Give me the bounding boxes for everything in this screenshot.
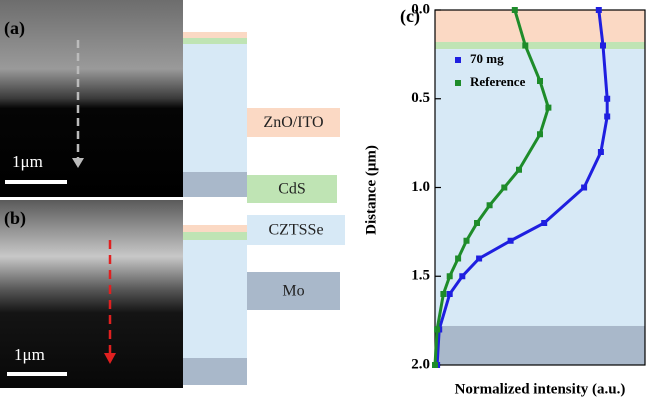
point [516, 166, 522, 173]
point [432, 362, 438, 368]
point [604, 113, 611, 120]
stack-layer [183, 32, 247, 38]
band-key [247, 108, 340, 137]
point [455, 255, 462, 262]
point [545, 104, 552, 111]
legend-marker [455, 80, 461, 86]
band [435, 49, 645, 326]
point [522, 42, 529, 49]
point [446, 291, 453, 297]
band [435, 325, 645, 365]
point [537, 78, 543, 84]
band [435, 10, 645, 42]
legend-marker [455, 57, 461, 63]
point [604, 95, 611, 102]
point [446, 273, 453, 280]
y-tick-label: 0.5 [411, 90, 430, 106]
point [600, 42, 606, 49]
band-key [247, 272, 340, 310]
x-axis-label: Normalized intensity (a.u.) [455, 381, 626, 397]
point [507, 237, 514, 244]
stack-layer [183, 232, 247, 240]
band-key [247, 175, 337, 203]
stack-layer [183, 38, 247, 44]
scale-text: 1μm [12, 152, 43, 171]
stack-layer [183, 358, 247, 385]
point [459, 273, 466, 280]
y-axis-label: Distance (μm) [363, 145, 379, 235]
stack-layer [183, 172, 247, 197]
point [595, 7, 602, 13]
y-tick-label: 1.0 [411, 179, 430, 195]
stack-layer [183, 240, 247, 358]
point [434, 326, 441, 333]
arrow-head [72, 158, 84, 168]
point [541, 220, 548, 226]
band-label: CdS [278, 181, 306, 198]
band-label: ZnO/ITO [263, 114, 323, 131]
sem-image-b [0, 200, 183, 388]
scale-text: 1μm [14, 345, 45, 364]
panel-label: (b) [4, 208, 26, 229]
point [486, 202, 493, 209]
legend-label: 70 mg [470, 51, 504, 66]
point [474, 220, 480, 226]
scale-bar [5, 180, 67, 184]
stack-layer [183, 44, 247, 172]
scale-bar [7, 372, 67, 376]
stack-layer [183, 225, 247, 232]
point [463, 237, 470, 244]
band [435, 41, 645, 50]
point [537, 131, 543, 138]
point [511, 7, 518, 13]
point [501, 184, 508, 191]
panel-label: (c) [400, 6, 420, 27]
point [476, 255, 483, 262]
arrow-head [104, 353, 116, 364]
y-tick-label: 2.0 [411, 356, 430, 372]
point [581, 184, 588, 191]
band-label: CZTSSe [268, 222, 323, 239]
y-tick-label: 1.5 [411, 268, 430, 284]
sem-image-a [0, 0, 183, 197]
point [440, 291, 447, 297]
band-key [247, 215, 345, 245]
panel-label: (a) [4, 18, 25, 39]
legend-label: Reference [470, 74, 526, 89]
point [597, 149, 604, 155]
y-tick-label: 0.0 [411, 1, 430, 17]
band-label: Mo [282, 283, 304, 300]
